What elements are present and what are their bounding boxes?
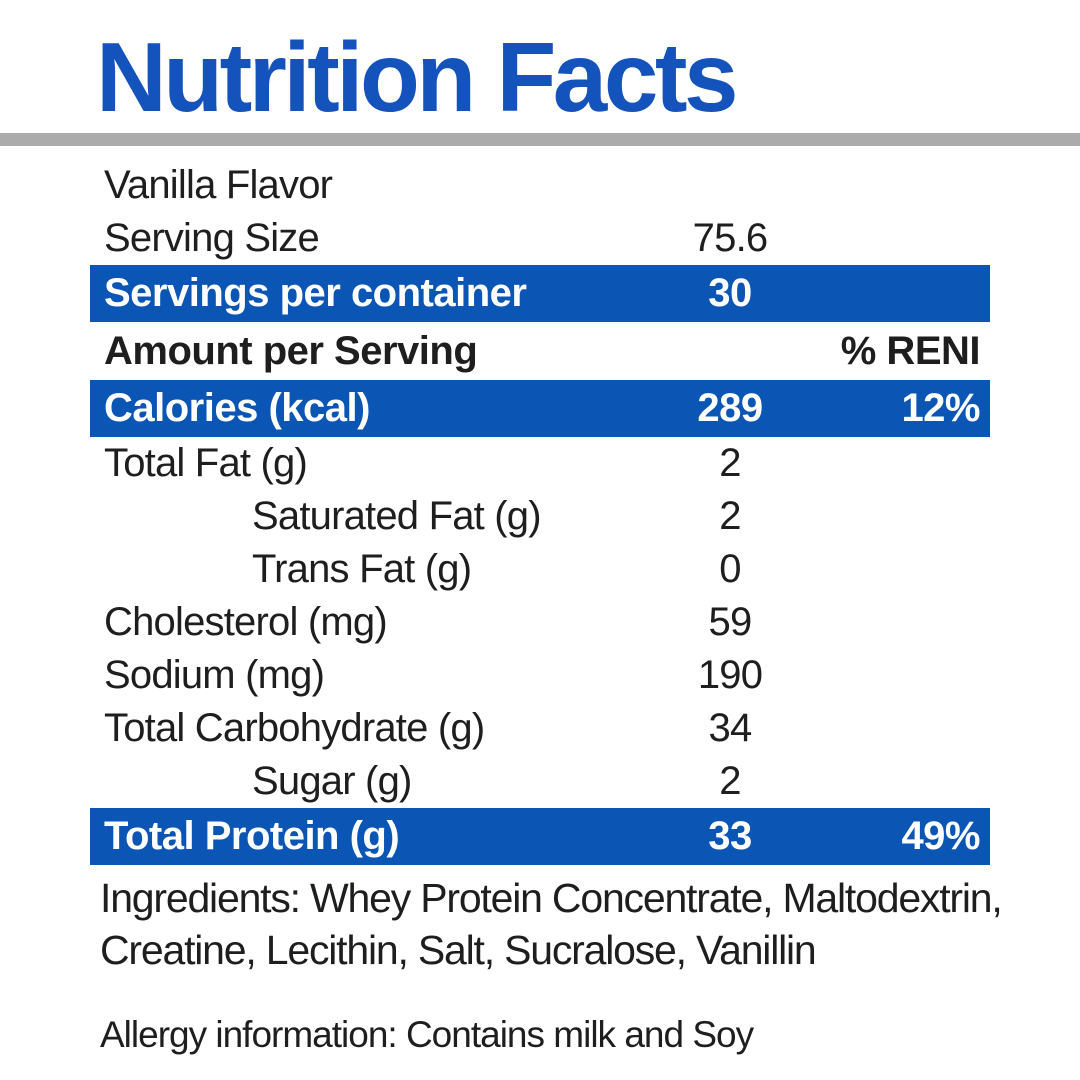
ingredients-line-1: Ingredients: Whey Protein Concentrate, M… [100, 875, 1003, 921]
row-value: 59 [708, 600, 753, 644]
footnotes-section: Ingredients: Whey Protein Concentrate, M… [100, 872, 1040, 1056]
table-row: Amount per Serving % RENI [90, 322, 990, 380]
row-value: 0 [719, 547, 741, 591]
table-row: Serving Size 75.6 [90, 212, 990, 265]
allergy-information-text: Allergy information: Contains milk and S… [100, 1014, 754, 1055]
row-value: 289 [697, 386, 763, 430]
table-row: Cholesterol (mg) 59 [90, 596, 990, 649]
row-percent: 12% [901, 386, 980, 430]
row-label: Amount per Serving [104, 328, 478, 373]
row-value: 75.6 [692, 216, 768, 260]
row-label: Saturated Fat (g) [252, 494, 542, 538]
ingredients-text: Ingredients: Whey Protein Concentrate, M… [100, 872, 1040, 976]
table-row: Servings per container 30 [90, 265, 990, 322]
row-label: Sodium (mg) [104, 653, 325, 697]
row-label: Cholesterol (mg) [104, 600, 388, 644]
table-row: Total Protein (g) 33 49% [90, 808, 990, 865]
ingredients-line-2: Creatine, Lecithin, Salt, Sucralose, Van… [100, 927, 817, 973]
row-label: Total Protein (g) [104, 814, 400, 858]
table-row: Saturated Fat (g) 2 [90, 490, 990, 543]
row-value: 2 [719, 759, 741, 803]
table-row: Total Fat (g) 2 [90, 437, 990, 490]
row-label: Total Carbohydrate (g) [104, 706, 485, 750]
row-value: 34 [708, 706, 753, 750]
row-value: 33 [708, 814, 752, 858]
row-label: Servings per container [104, 271, 527, 315]
table-row: Calories (kcal) 289 12% [90, 380, 990, 437]
header-divider-bar [0, 133, 1080, 146]
nutrition-table: Vanilla Flavor Serving Size 75.6 Serving… [90, 159, 990, 865]
row-percent: 49% [901, 814, 980, 858]
row-label: Sugar (g) [252, 759, 412, 803]
row-label: Vanilla Flavor [104, 163, 333, 207]
row-value: 2 [719, 441, 741, 485]
table-row: Total Carbohydrate (g) 34 [90, 702, 990, 755]
row-value: 190 [697, 653, 763, 697]
row-value: 2 [719, 494, 741, 538]
row-value: 30 [708, 271, 752, 315]
page-title: Nutrition Facts [96, 22, 738, 132]
row-label: Serving Size [104, 216, 320, 260]
row-percent: % RENI [840, 328, 981, 373]
table-row: Sodium (mg) 190 [90, 649, 990, 702]
row-label: Total Fat (g) [104, 441, 308, 485]
table-row: Sugar (g) 2 [90, 755, 990, 808]
table-row: Vanilla Flavor [90, 159, 990, 212]
row-label: Calories (kcal) [104, 386, 370, 430]
table-row: Trans Fat (g) 0 [90, 543, 990, 596]
row-label: Trans Fat (g) [252, 547, 472, 591]
